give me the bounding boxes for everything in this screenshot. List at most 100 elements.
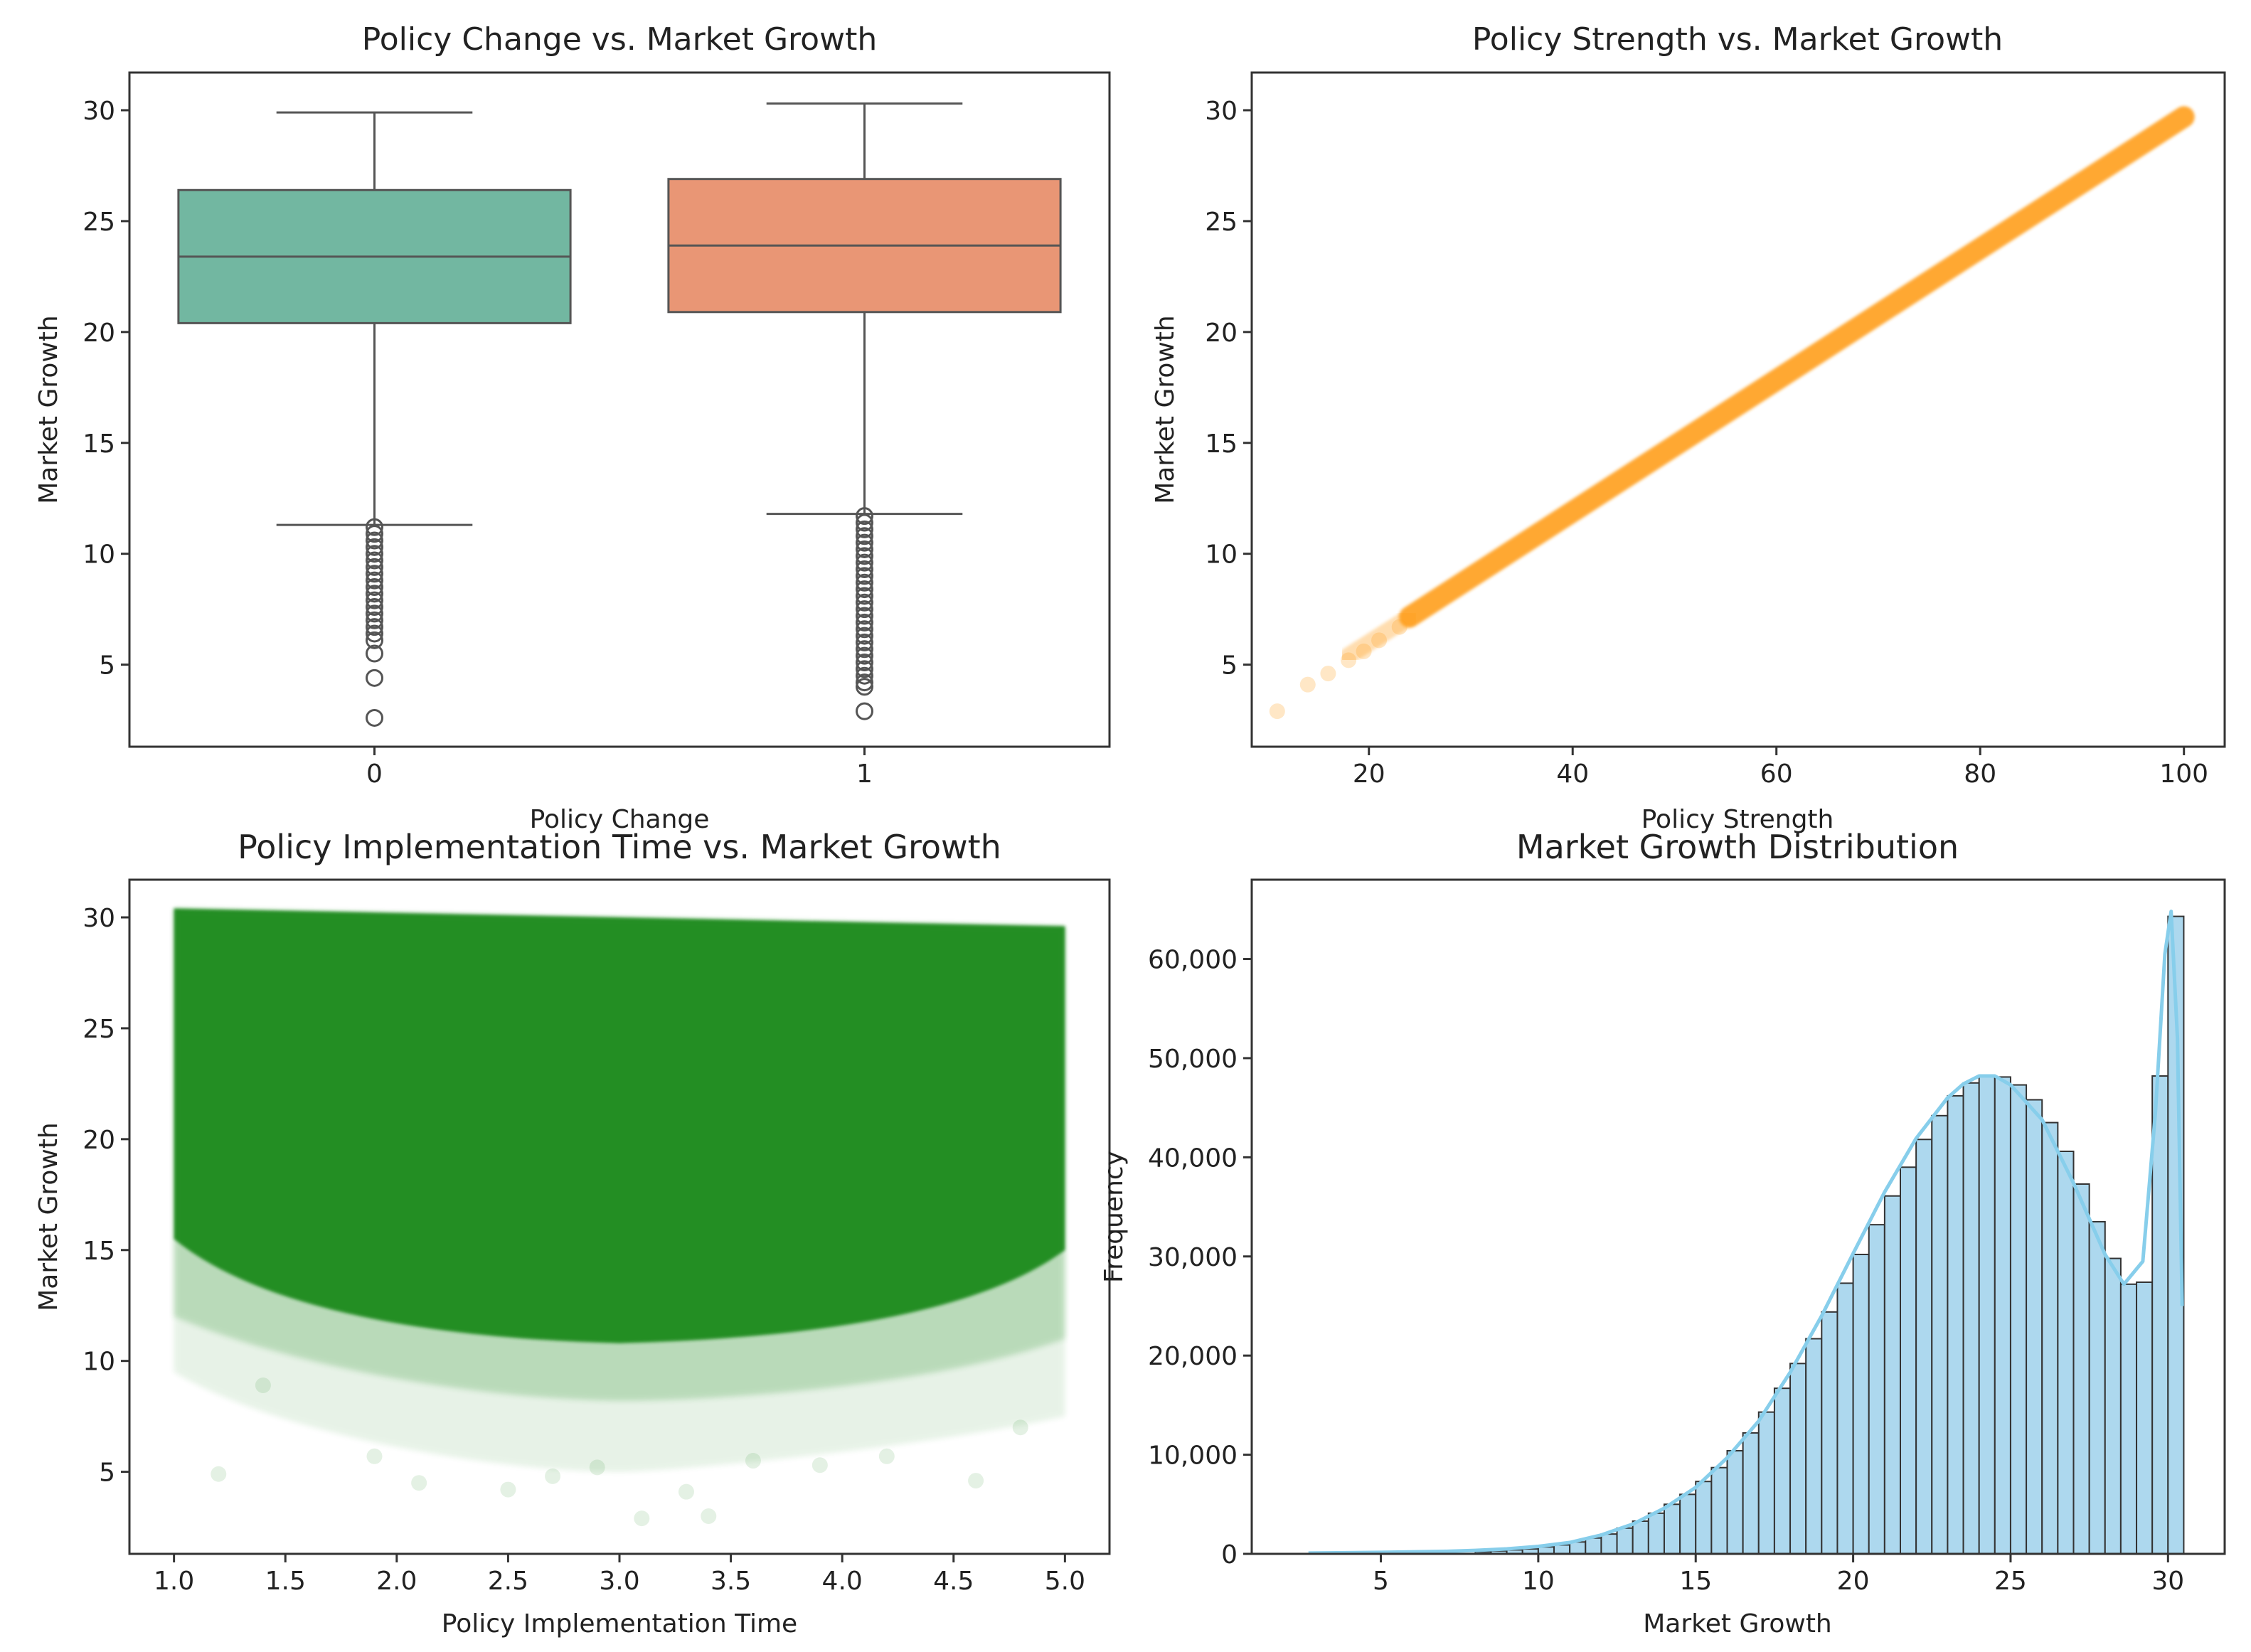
histogram-bar (1632, 1520, 1649, 1555)
chart-title: Policy Change vs. Market Growth (362, 21, 877, 58)
histogram-bar (1868, 1224, 1885, 1555)
y-tick-label: 5 (99, 1459, 115, 1488)
box-outlier (366, 538, 383, 556)
box-outlier (366, 631, 383, 649)
histogram-bar (2119, 1283, 2138, 1555)
scatter-point (545, 1468, 561, 1484)
y-tick-label: 15 (83, 430, 115, 459)
histogram-bar (1616, 1527, 1634, 1555)
scatter-point (634, 1510, 650, 1527)
box-outlier (366, 545, 383, 563)
scatter-point (1341, 652, 1357, 668)
box-outlier (366, 525, 383, 543)
x-tick-label: 4.5 (933, 1567, 974, 1596)
box-outlier (366, 571, 383, 590)
box-outlier (856, 678, 873, 696)
box-outlier (366, 518, 383, 536)
y-tick-label: 25 (83, 208, 115, 237)
scatter-point (255, 1377, 271, 1393)
histogram-bar (1900, 1166, 1917, 1555)
histogram-bar (1994, 1076, 2011, 1555)
box-outlier (366, 551, 383, 570)
box-outlier (856, 646, 873, 665)
histogram-bar (1679, 1493, 1697, 1555)
histogram-bar (1710, 1466, 1728, 1555)
histogram-bar (2009, 1084, 2028, 1555)
histogram-bar (1821, 1311, 1838, 1555)
x-tick-label: 1 (856, 760, 873, 789)
y-tick-label: 10 (83, 1348, 115, 1377)
x-tick-label: 3.5 (711, 1567, 751, 1596)
histogram-bar (1852, 1253, 1870, 1555)
y-tick-label: 60,000 (1148, 946, 1238, 975)
x-tick-label: 40 (1556, 760, 1589, 789)
box-outlier (856, 593, 873, 612)
kde-line (1308, 910, 2184, 1555)
x-tick-label: 3.0 (599, 1567, 639, 1596)
box-outlier (856, 567, 873, 585)
box-outlier (856, 620, 873, 639)
box-outlier (856, 553, 873, 572)
scatter-point (745, 1453, 761, 1469)
axis-ticks: 5 10 15 20 25 30 0 10,000 20,000 30,000 40,000 50,0… (1148, 946, 2184, 1596)
plot-marks (177, 102, 1062, 727)
x-tick-label: 1.5 (265, 1567, 306, 1596)
histogram-bar (1931, 1114, 1949, 1555)
box-outlier (856, 600, 873, 619)
histogram-bar (1600, 1533, 1618, 1555)
scatter-dense-core (174, 908, 1065, 1343)
histogram-bar (1883, 1195, 1901, 1555)
box-outlier (856, 673, 873, 692)
x-tick-label: 2.0 (376, 1567, 417, 1596)
x-tick-label: 30 (2151, 1567, 2184, 1596)
y-tick-label: 30 (83, 97, 115, 126)
x-tick-label: 10 (1522, 1567, 1555, 1596)
plot-marks (1308, 910, 2185, 1555)
scatter-point-band-tail (1340, 608, 1419, 665)
plot-marks (1269, 106, 2195, 720)
histogram-bar (1695, 1481, 1713, 1555)
box-outlier (856, 702, 873, 720)
histogram-bar (1742, 1432, 1760, 1555)
box-outlier (366, 585, 383, 603)
plot-marks (174, 908, 1065, 1527)
subplot-policy-change: Policy Change vs. Market Growth 51015202… (34, 21, 1111, 834)
box-outlier (366, 565, 383, 583)
y-tick-label: 50,000 (1148, 1045, 1238, 1074)
histogram-bar (1789, 1363, 1807, 1555)
box-outlier (856, 547, 873, 565)
histogram-bar (2026, 1099, 2043, 1555)
histogram-bar (1757, 1411, 1775, 1555)
y-tick-label: 10,000 (1148, 1441, 1238, 1471)
x-tick-label: 0 (366, 760, 383, 789)
histogram-bar (2088, 1220, 2106, 1555)
box-outlier (856, 520, 873, 538)
plot-frame (1250, 878, 2226, 1555)
subplot-implementation-time: Policy Implementation Time vs. Market Gr… (34, 828, 1111, 1638)
x-tick-label: 25 (1994, 1567, 2027, 1596)
box-outlier (856, 513, 873, 532)
histogram-bar (1962, 1082, 1980, 1555)
box-outlier (366, 708, 383, 727)
scatter-point (878, 1448, 895, 1464)
box-outlier (856, 633, 873, 651)
histogram-bar (1663, 1503, 1681, 1555)
scatter-point (211, 1466, 227, 1482)
box-outlier (366, 591, 383, 609)
scatter-point (1391, 619, 1407, 635)
x-axis-label: Policy Change (530, 805, 710, 834)
scatter-point (1371, 632, 1388, 649)
scatter-point (678, 1483, 694, 1500)
box-outlier (366, 668, 383, 687)
histogram-bar (2151, 1075, 2169, 1555)
box-outlier (856, 607, 873, 625)
box-outlier (856, 560, 873, 579)
y-tick-label: 30 (1205, 97, 1238, 126)
box-outlier (856, 507, 873, 526)
box-outlier (366, 531, 383, 550)
scatter-point (1012, 1419, 1028, 1436)
histogram-bar (1836, 1282, 1854, 1555)
box-outlier (366, 558, 383, 576)
histogram-bar (1915, 1139, 1933, 1555)
